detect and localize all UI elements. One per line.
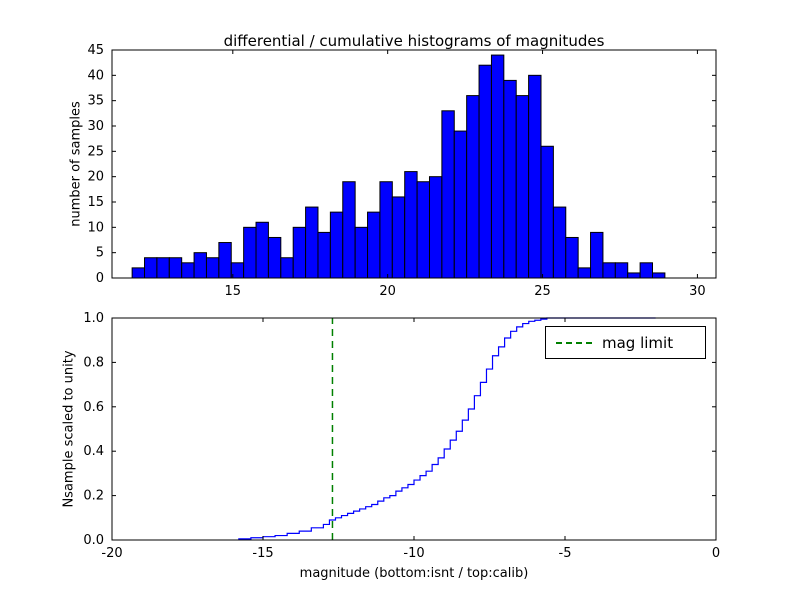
svg-text:0.2: 0.2 <box>83 489 104 504</box>
svg-text:45: 45 <box>87 43 104 58</box>
svg-text:0: 0 <box>712 546 720 561</box>
legend: mag limit <box>545 326 706 359</box>
legend-dashed-line-icon <box>556 341 592 344</box>
svg-text:30: 30 <box>689 284 706 299</box>
legend-label: mag limit <box>602 333 674 352</box>
svg-text:-20: -20 <box>101 546 122 561</box>
svg-text:30: 30 <box>87 119 104 134</box>
svg-text:20: 20 <box>379 284 396 299</box>
chart-title: differential / cumulative histograms of … <box>223 32 605 50</box>
svg-text:35: 35 <box>87 94 104 109</box>
svg-text:5: 5 <box>96 246 104 261</box>
histogram-bars <box>131 54 666 279</box>
svg-text:-5: -5 <box>559 546 572 561</box>
svg-text:25: 25 <box>534 284 551 299</box>
svg-text:0.4: 0.4 <box>83 444 104 459</box>
svg-text:1.0: 1.0 <box>83 311 104 326</box>
svg-text:0.0: 0.0 <box>83 533 104 548</box>
svg-text:15: 15 <box>225 284 242 299</box>
top-axes: 15 20 25 30 0 5 10 15 20 25 30 35 40 45 <box>87 43 716 299</box>
svg-text:10: 10 <box>87 220 104 235</box>
cumulative-step-line <box>238 317 656 540</box>
svg-text:40: 40 <box>87 68 104 83</box>
svg-text:0.8: 0.8 <box>83 355 104 370</box>
svg-text:15: 15 <box>87 195 104 210</box>
svg-text:0.6: 0.6 <box>83 400 104 415</box>
svg-text:20: 20 <box>87 170 104 185</box>
svg-text:-10: -10 <box>403 546 424 561</box>
svg-text:0: 0 <box>96 271 104 286</box>
svg-text:-15: -15 <box>252 546 273 561</box>
x-axis-label: magnitude (bottom:isnt / top:calib) <box>299 566 529 581</box>
svg-text:25: 25 <box>87 144 104 159</box>
